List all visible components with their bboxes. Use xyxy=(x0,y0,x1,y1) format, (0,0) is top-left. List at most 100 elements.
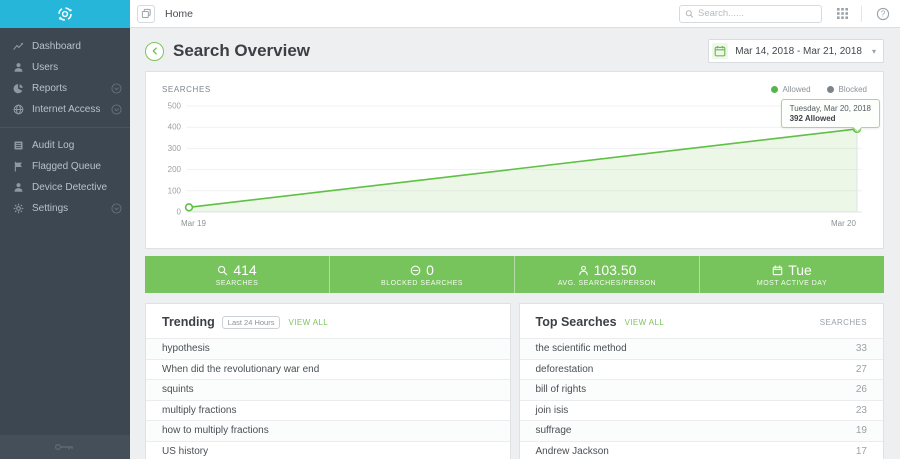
brand-logo-icon xyxy=(58,7,72,21)
person-icon xyxy=(578,265,589,276)
sidebar-item-label: Device Detective xyxy=(32,182,108,193)
trending-row[interactable]: how to multiply fractions xyxy=(146,420,510,441)
help-icon[interactable]: ? xyxy=(876,7,890,21)
globe-icon xyxy=(13,104,24,115)
tooltip-date: Tuesday, Mar 20, 2018 xyxy=(789,104,871,113)
back-button[interactable] xyxy=(145,41,164,61)
sidebar-item-label: Flagged Queue xyxy=(32,161,101,172)
top-search-row[interactable]: the scientific method 33 xyxy=(519,338,883,359)
stat-avg-searches-person[interactable]: 103.50 AVG. SEARCHES/PERSON xyxy=(514,256,699,293)
sidebar-item-users[interactable]: Users xyxy=(0,57,130,78)
searches-line-chart[interactable]: 500 400 300 200 100 0 Mar 19 Mar 20 xyxy=(161,98,868,230)
trend-chart-icon xyxy=(13,41,24,52)
top-search-row[interactable]: join isis 23 xyxy=(519,399,883,421)
chart-tooltip: Tuesday, Mar 20, 2018 392 Allowed xyxy=(780,99,880,133)
y-tick-label: 300 xyxy=(168,144,182,153)
area-fill xyxy=(189,128,857,212)
sidebar-nav: Dashboard Users Reports Internet Access Audi… xyxy=(0,28,130,435)
search-term: the scientific method xyxy=(535,343,627,355)
sidebar: Dashboard Users Reports Internet Access Audi… xyxy=(0,0,130,459)
chevron-down-icon[interactable] xyxy=(111,83,122,94)
trending-term: US history xyxy=(162,445,209,457)
search-term: bill of rights xyxy=(535,384,587,396)
stat-value: 414 xyxy=(233,261,257,278)
x-tick-label: Mar 20 xyxy=(831,219,856,228)
trending-term: When did the revolutionary war end xyxy=(162,363,320,375)
stat-searches[interactable]: 414 SEARCHES xyxy=(145,256,329,293)
legend-item-blocked[interactable]: Blocked xyxy=(826,85,867,94)
top-searches-view-all-link[interactable]: VIEW ALL xyxy=(624,317,665,327)
legend-label: Allowed xyxy=(782,85,811,94)
y-tick-label: 0 xyxy=(177,208,182,217)
pages-icon[interactable] xyxy=(137,4,155,23)
top-search-row[interactable]: suffrage 19 xyxy=(519,420,883,441)
sidebar-item-device-detective[interactable]: Device Detective xyxy=(0,177,130,198)
breadcrumb: Home xyxy=(165,7,194,20)
y-tick-label: 100 xyxy=(168,186,182,195)
top-searches-list: the scientific method 33 deforestation 27 bi… xyxy=(519,338,883,459)
trending-term: squints xyxy=(162,384,194,396)
searches-chart-card: SEARCHES Allowed Blocked 500 400 300 200 100 0… xyxy=(145,71,884,249)
document-icon xyxy=(13,140,24,151)
search-icon xyxy=(685,9,694,18)
stat-label: BLOCKED SEARCHES xyxy=(381,279,463,287)
trending-term: hypothesis xyxy=(162,343,210,355)
sidebar-item-settings[interactable]: Settings xyxy=(0,198,130,219)
top-search-row[interactable]: Andrew Jackson 17 xyxy=(519,440,883,459)
sidebar-item-flagged-queue[interactable]: Flagged Queue xyxy=(0,156,130,177)
sidebar-item-label: Audit Log xyxy=(32,140,75,151)
gear-icon xyxy=(13,203,24,214)
sidebar-item-internet-access[interactable]: Internet Access xyxy=(0,99,130,120)
top-search-row[interactable]: bill of rights 26 xyxy=(519,379,883,400)
stats-bar: 414 SEARCHES 0 BLOCKED SEARCHES 103.50 AVG. S… xyxy=(145,256,884,293)
svg-text:?: ? xyxy=(881,9,886,18)
chart-title: SEARCHES xyxy=(162,85,211,94)
arrow-left-icon xyxy=(152,47,157,55)
legend-dot xyxy=(826,86,834,93)
trending-row[interactable]: US history xyxy=(146,440,510,459)
search-term: Andrew Jackson xyxy=(535,445,609,457)
stat-most-active-day[interactable]: Tue MOST ACTIVE DAY xyxy=(699,256,884,293)
brand-logo[interactable] xyxy=(0,0,130,28)
legend-item-allowed[interactable]: Allowed xyxy=(770,85,811,94)
data-point-mar-19[interactable] xyxy=(184,203,194,212)
trending-row[interactable]: When did the revolutionary war end xyxy=(146,358,510,380)
stat-value: 103.50 xyxy=(593,261,637,278)
chart-legend: Allowed Blocked xyxy=(755,85,867,94)
user-icon xyxy=(13,182,24,193)
sidebar-item-label: Internet Access xyxy=(32,104,101,115)
search-term: join isis xyxy=(535,404,569,416)
searches-column-header: SEARCHES xyxy=(819,317,867,327)
trending-row[interactable]: hypothesis xyxy=(146,338,510,359)
apps-grid-icon[interactable] xyxy=(836,7,849,20)
top-search-row[interactable]: deforestation 27 xyxy=(519,358,883,380)
date-range-picker[interactable]: Mar 14, 2018 - Mar 21, 2018 ▾ xyxy=(708,39,884,63)
sidebar-item-audit-log[interactable]: Audit Log xyxy=(0,135,130,156)
chevron-down-icon[interactable] xyxy=(111,203,122,214)
sidebar-item-dashboard[interactable]: Dashboard xyxy=(0,36,130,57)
search-input[interactable] xyxy=(698,8,816,19)
allowed-line xyxy=(188,128,858,209)
trending-term: multiply fractions xyxy=(162,404,237,416)
trending-row[interactable]: squints xyxy=(146,379,510,400)
global-search[interactable] xyxy=(679,4,822,23)
page-title: Search Overview xyxy=(173,41,311,60)
top-searches-title: Top Searches xyxy=(535,315,617,329)
legend-label: Blocked xyxy=(838,85,867,94)
calendar-icon xyxy=(772,264,783,276)
trending-term: how to multiply fractions xyxy=(162,425,269,437)
search-term: deforestation xyxy=(535,363,594,375)
sidebar-divider xyxy=(0,127,130,128)
top-bar: Home ? xyxy=(130,0,900,28)
search-count: 17 xyxy=(855,445,867,457)
trending-row[interactable]: multiply fractions xyxy=(146,399,510,421)
search-term: suffrage xyxy=(535,425,572,437)
tooltip-value: 392 Allowed xyxy=(789,114,836,123)
x-tick-label: Mar 19 xyxy=(181,219,206,228)
trending-title: Trending xyxy=(162,315,215,329)
search-count: 23 xyxy=(855,404,867,416)
trending-view-all-link[interactable]: VIEW ALL xyxy=(288,317,329,327)
chevron-down-icon[interactable] xyxy=(111,104,122,115)
sidebar-item-reports[interactable]: Reports xyxy=(0,78,130,99)
stat-blocked-searches[interactable]: 0 BLOCKED SEARCHES xyxy=(329,256,514,293)
